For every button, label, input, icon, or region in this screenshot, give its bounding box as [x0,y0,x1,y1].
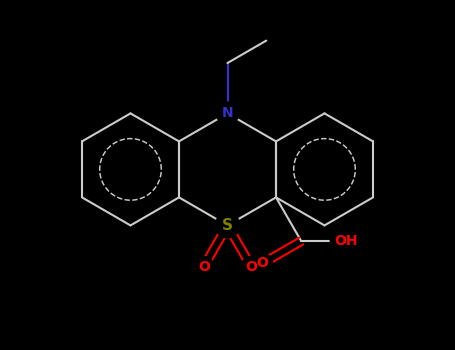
Circle shape [253,253,273,274]
Circle shape [330,225,362,257]
Circle shape [216,102,239,125]
Circle shape [194,257,214,277]
Text: O: O [198,260,210,274]
Text: N: N [222,106,233,120]
Text: O: O [257,257,268,271]
Circle shape [241,257,261,277]
Text: OH: OH [334,234,358,248]
Text: O: O [245,260,257,274]
Text: S: S [222,218,233,233]
Circle shape [215,213,240,238]
